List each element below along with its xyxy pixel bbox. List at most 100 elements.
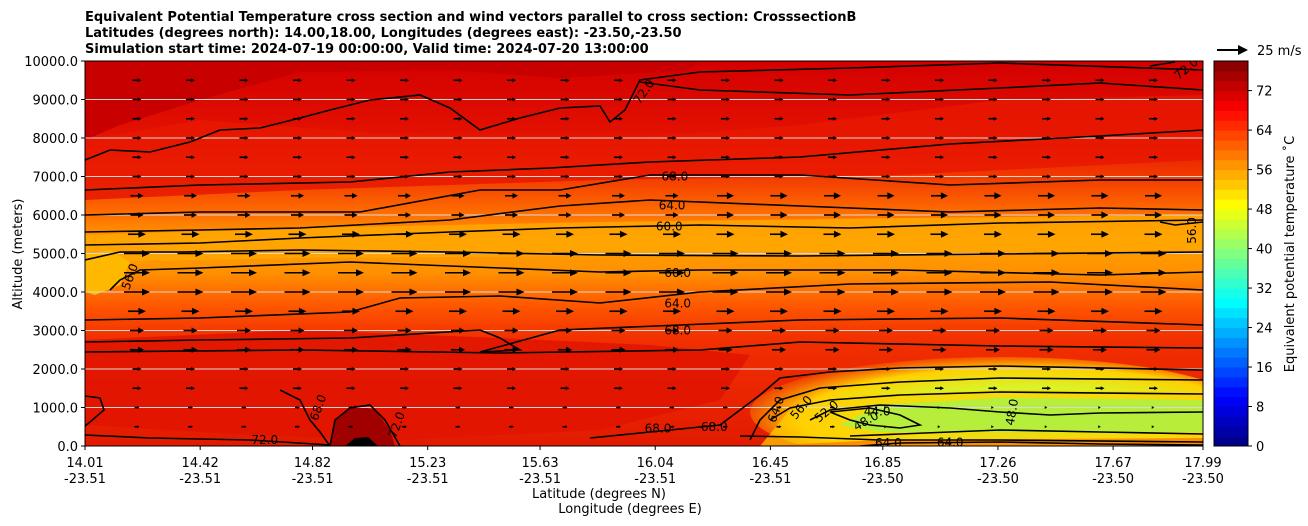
wind-vector-head — [1100, 97, 1105, 102]
wind-vector-head — [672, 97, 677, 102]
wind-vector-head — [998, 269, 1006, 277]
wind-vector-head — [886, 367, 891, 371]
wind-vector-head — [623, 269, 632, 277]
wind-vector-head — [512, 136, 516, 140]
wind-vector-head — [351, 136, 356, 140]
wind-vector-head — [937, 425, 941, 429]
wind-vector-head — [138, 212, 144, 218]
wind-vector-head — [833, 174, 837, 179]
wind-vector-head — [993, 97, 998, 102]
wind-vector-head — [1100, 155, 1105, 160]
contour-label: 68.0 — [701, 420, 728, 434]
wind-vector-head — [1154, 346, 1161, 353]
wind-vector-head — [833, 211, 841, 219]
wind-vector-head — [884, 406, 887, 409]
x-tick-label-lon: -23.51 — [749, 472, 791, 487]
wind-vector-head — [726, 155, 730, 160]
wind-vector-head — [244, 174, 249, 179]
wind-vector-head — [1158, 288, 1167, 296]
wind-vector-head — [1105, 250, 1113, 257]
wind-vector-head — [356, 269, 364, 277]
wind-vector-head — [725, 406, 728, 409]
wind-vector-head — [565, 386, 570, 391]
colorbar-segment — [1214, 179, 1248, 190]
wind-vector-head — [1101, 230, 1109, 238]
colorbar-tick-label: 48 — [1256, 203, 1273, 218]
wind-vector-head — [138, 192, 144, 199]
wind-vector-head — [463, 288, 471, 296]
wind-vector-head — [512, 367, 516, 371]
wind-vector-head — [1105, 269, 1113, 277]
wind-vector-head — [993, 174, 998, 179]
wind-vector-head — [511, 425, 514, 429]
colorbar-tick-label: 32 — [1256, 282, 1273, 297]
wind-vector-head — [940, 327, 947, 334]
wind-vector-head — [940, 78, 944, 83]
field-region-black-spot — [345, 437, 378, 446]
wind-vector-head — [565, 136, 570, 140]
wind-vector-head — [726, 211, 734, 219]
wind-vector-head — [1051, 269, 1060, 277]
wind-vector-head — [1154, 307, 1163, 315]
wind-vector-head — [1100, 78, 1105, 83]
wind-vector-head — [779, 174, 784, 179]
wind-vector-head — [1044, 406, 1048, 409]
wind-vector-head — [1101, 307, 1109, 315]
colorbar-frame — [1213, 60, 1249, 447]
x-axis: 14.01-23.5114.42-23.5114.82-23.5115.23-2… — [64, 446, 1224, 487]
field-region-mid-red — [85, 95, 1203, 200]
wind-vector-head — [780, 192, 788, 200]
wind-vector-head — [137, 136, 142, 140]
wind-vector-head — [570, 269, 578, 277]
y-tick-label: 8000.0 — [33, 132, 79, 147]
wind-vector-head — [672, 116, 677, 121]
wind-vector-head — [137, 155, 142, 160]
wind-vector-head — [998, 250, 1006, 257]
wind-vector-head — [1047, 174, 1051, 179]
wind-vector-head — [244, 97, 249, 102]
wind-vector-head — [405, 327, 412, 334]
wind-vector-head — [302, 269, 311, 277]
wind-vector-head — [298, 192, 304, 199]
colorbar-segment — [1214, 396, 1248, 408]
wind-vector-head — [886, 174, 891, 179]
wind-vector-head — [302, 288, 311, 296]
x-tick-label-lat: 16.85 — [864, 456, 901, 471]
wind-vector-head — [565, 367, 570, 371]
wind-vector-head — [405, 97, 409, 102]
wind-vector-head — [351, 406, 354, 409]
wind-vector-head — [1047, 346, 1054, 353]
contour-line — [85, 62, 1203, 161]
wind-vector-head — [779, 116, 784, 121]
x-axis-label-longitude: Longitude (degrees E) — [558, 502, 702, 517]
contour-line — [85, 129, 1203, 191]
quiver-key-arrow-head — [1238, 45, 1248, 55]
wind-vector-head — [565, 155, 570, 160]
wind-vector-head — [352, 192, 358, 199]
x-tick-label-lat: 17.99 — [1184, 456, 1221, 471]
wind-vector-head — [886, 116, 891, 121]
wind-vector-head — [1047, 327, 1054, 334]
wind-vector-head — [940, 155, 944, 160]
contour-line — [85, 395, 105, 427]
wind-vector-head — [726, 97, 730, 102]
wind-vector-head — [512, 97, 516, 102]
wind-vector-head — [298, 346, 305, 353]
wind-vector-head — [940, 230, 949, 238]
colorbar-segment — [1214, 337, 1248, 348]
wind-vector-head — [405, 174, 409, 179]
wind-vector-head — [566, 346, 572, 353]
wind-vector-head — [351, 155, 356, 160]
wind-vector-head — [886, 97, 891, 102]
contour-line — [85, 317, 1203, 353]
wind-vector-head — [1100, 367, 1105, 371]
y-tick-label: 5000.0 — [33, 248, 79, 263]
colorbar-segment — [1214, 228, 1248, 240]
contour-label: 68.0 — [662, 170, 689, 184]
wind-vector-head — [623, 250, 632, 257]
x-tick-label-lat: 14.42 — [182, 456, 219, 471]
wind-vector-head — [459, 212, 465, 218]
wind-vector-head — [619, 346, 626, 353]
wind-vector-head — [298, 116, 302, 121]
wind-vector-head — [726, 367, 730, 371]
